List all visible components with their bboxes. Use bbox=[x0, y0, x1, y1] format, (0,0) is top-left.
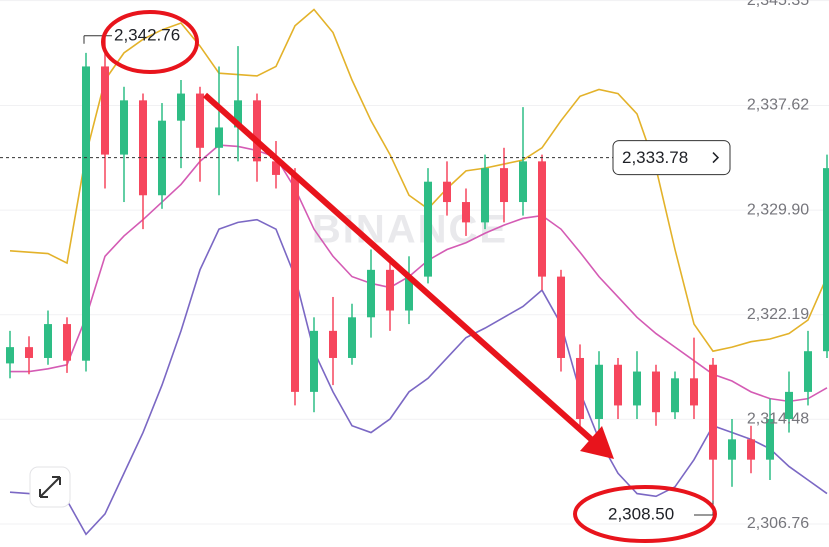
candle-body bbox=[196, 93, 204, 148]
candle-body bbox=[234, 100, 242, 128]
candle-body bbox=[785, 391, 793, 419]
candle-body bbox=[329, 330, 337, 358]
low-label: 2,308.50 bbox=[608, 504, 674, 523]
last-price-box bbox=[612, 140, 731, 176]
high-label: 2,342.76 bbox=[114, 25, 180, 44]
candle-body bbox=[500, 168, 508, 203]
candle-body bbox=[177, 93, 185, 121]
candle-body bbox=[386, 269, 394, 311]
candle-body bbox=[462, 202, 470, 223]
y-axis: 2,345.35 2,337.62 2,329.90 2,322.19 2,314.48… bbox=[747, 0, 809, 532]
candle-body bbox=[690, 378, 698, 406]
y-tick-label: 2,345.35 bbox=[747, 0, 809, 9]
candles bbox=[6, 35, 829, 501]
candle-body bbox=[63, 324, 71, 361]
candle-body bbox=[291, 174, 299, 392]
candle-body bbox=[766, 418, 774, 460]
annotations: 2,333.78 2,342.76 2,308.50 bbox=[0, 10, 731, 543]
candle-body bbox=[633, 371, 641, 406]
candle-body bbox=[348, 317, 356, 358]
y-tick-label: 2,337.62 bbox=[747, 97, 809, 114]
band-line bbox=[9, 218, 828, 536]
y-tick-label: 2,314.48 bbox=[747, 410, 809, 427]
watermark: BINANCE bbox=[312, 208, 508, 252]
candle-body bbox=[614, 364, 622, 406]
candle-body bbox=[576, 357, 584, 419]
chevron bbox=[712, 152, 720, 164]
candle-body bbox=[652, 371, 660, 413]
band-line bbox=[9, 8, 828, 353]
grid bbox=[0, 0, 829, 525]
candle-body bbox=[747, 439, 755, 460]
candle-body bbox=[25, 347, 33, 358]
candle-body bbox=[310, 330, 318, 392]
candle-body bbox=[557, 276, 565, 358]
candle-body bbox=[44, 324, 52, 358]
candle-body bbox=[519, 161, 527, 203]
candle-body bbox=[101, 66, 109, 155]
expand-button[interactable] bbox=[29, 466, 71, 508]
candle-body bbox=[804, 351, 812, 392]
candle-body bbox=[671, 378, 679, 413]
candle-body bbox=[595, 364, 603, 419]
candle-body bbox=[139, 100, 147, 196]
arrow-head bbox=[580, 426, 614, 459]
candle-body bbox=[6, 347, 14, 364]
candle-body bbox=[709, 364, 717, 460]
band-line bbox=[10, 144, 828, 403]
y-tick-label: 2,329.90 bbox=[747, 201, 809, 218]
y-tick-label: 2,322.19 bbox=[747, 306, 809, 323]
candle-body bbox=[215, 127, 223, 148]
low-circle bbox=[573, 485, 717, 543]
candle-body bbox=[443, 181, 451, 203]
candle-body bbox=[823, 168, 829, 352]
candle-body bbox=[424, 181, 432, 277]
candle-body bbox=[405, 276, 413, 311]
candle-body bbox=[272, 161, 280, 175]
bands bbox=[9, 8, 828, 536]
y-tick-label: 2,306.76 bbox=[747, 515, 809, 532]
candle-body bbox=[367, 269, 375, 318]
candle-body bbox=[728, 439, 736, 460]
trend-arrow bbox=[203, 92, 594, 443]
candle-body bbox=[253, 100, 261, 162]
candle-body bbox=[120, 100, 128, 155]
candle-body bbox=[481, 168, 489, 223]
high-circle bbox=[101, 10, 199, 74]
candle-body bbox=[82, 66, 90, 361]
candle-body bbox=[538, 161, 546, 277]
last-price-label: 2,333.78 bbox=[622, 148, 688, 167]
